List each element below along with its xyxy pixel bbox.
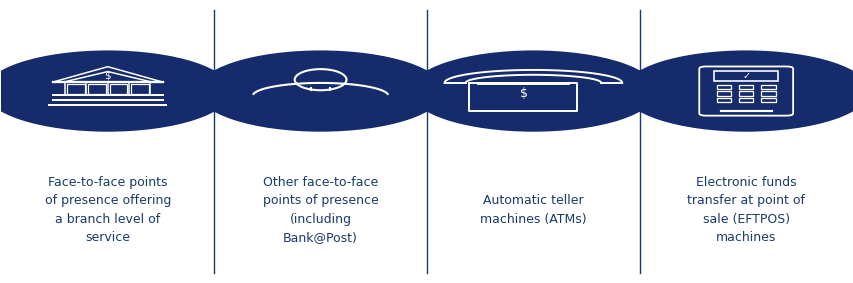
Text: $: $ (519, 87, 527, 100)
Circle shape (0, 50, 231, 132)
Text: Electronic funds
transfer at point of
sale (EFTPOS)
machines: Electronic funds transfer at point of sa… (687, 176, 804, 245)
Circle shape (409, 50, 656, 132)
Circle shape (622, 50, 853, 132)
Text: Automatic teller
machines (ATMs): Automatic teller machines (ATMs) (479, 194, 586, 226)
Circle shape (197, 50, 444, 132)
Text: Face-to-face points
of presence offering
a branch level of
service: Face-to-face points of presence offering… (44, 176, 171, 245)
Text: ✓: ✓ (741, 71, 750, 81)
Text: $: $ (104, 71, 111, 81)
Text: Other face-to-face
points of presence
(including
Bank@Post): Other face-to-face points of presence (i… (263, 176, 378, 245)
